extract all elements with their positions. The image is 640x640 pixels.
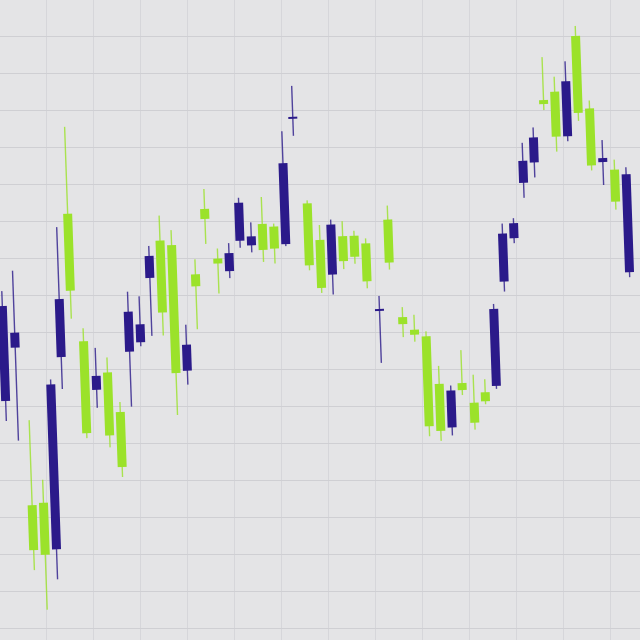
candle-body — [561, 81, 573, 137]
candle-body — [27, 505, 39, 551]
candle-body — [257, 223, 268, 251]
candle-body — [374, 308, 385, 312]
candle-body — [349, 235, 360, 257]
candle-body — [528, 137, 539, 163]
candle-body — [302, 203, 314, 266]
candle-body — [91, 375, 102, 390]
candle-body — [288, 116, 298, 119]
candle-body — [315, 239, 327, 289]
candle-body — [213, 258, 223, 264]
candle-body — [469, 402, 480, 423]
candle-body — [234, 202, 245, 241]
wick — [290, 85, 295, 136]
candle-body — [224, 252, 235, 272]
candle-body — [135, 324, 146, 343]
candle-body — [102, 372, 115, 436]
candle-body — [38, 502, 50, 555]
candle-body — [326, 224, 338, 275]
wick — [194, 259, 199, 330]
candle-body — [123, 311, 135, 352]
candle-body — [10, 332, 20, 348]
candle-body — [518, 160, 529, 183]
candle-body — [181, 344, 192, 371]
candle-body — [190, 274, 201, 287]
plot — [0, 25, 635, 610]
candle-body — [278, 163, 291, 245]
candle-body — [0, 305, 11, 402]
candle-body — [509, 223, 519, 239]
wick — [216, 248, 220, 294]
candle-body — [269, 226, 280, 249]
candle-body — [539, 99, 549, 105]
candle-body — [246, 236, 257, 246]
candle-body — [457, 382, 467, 391]
candle-body — [571, 35, 583, 114]
candle-body — [167, 244, 181, 374]
wick — [378, 295, 383, 363]
candle-body — [550, 91, 561, 137]
candle-body — [409, 329, 420, 335]
candle-body — [63, 213, 75, 291]
candle-body — [585, 108, 597, 166]
candle-body — [621, 174, 635, 273]
wick — [11, 270, 20, 441]
candle-body — [497, 233, 509, 282]
candle-body — [79, 341, 92, 434]
candle-body — [610, 169, 621, 202]
candle-body — [338, 236, 349, 262]
candle-body — [144, 255, 155, 279]
candle-body — [383, 219, 394, 263]
candle-body — [155, 240, 167, 313]
candle-body — [446, 390, 457, 428]
candle-body — [54, 298, 66, 358]
wick — [413, 314, 416, 342]
candle-body — [361, 243, 372, 282]
candle-body — [434, 383, 446, 432]
candle-body — [200, 208, 210, 220]
candle-body — [421, 336, 434, 427]
candle-body — [115, 411, 127, 468]
candle-body — [46, 384, 62, 550]
candle-body — [398, 316, 408, 325]
candle-body — [480, 392, 490, 402]
candle-body — [598, 157, 608, 163]
wick — [601, 140, 605, 186]
candle-body — [489, 308, 501, 387]
